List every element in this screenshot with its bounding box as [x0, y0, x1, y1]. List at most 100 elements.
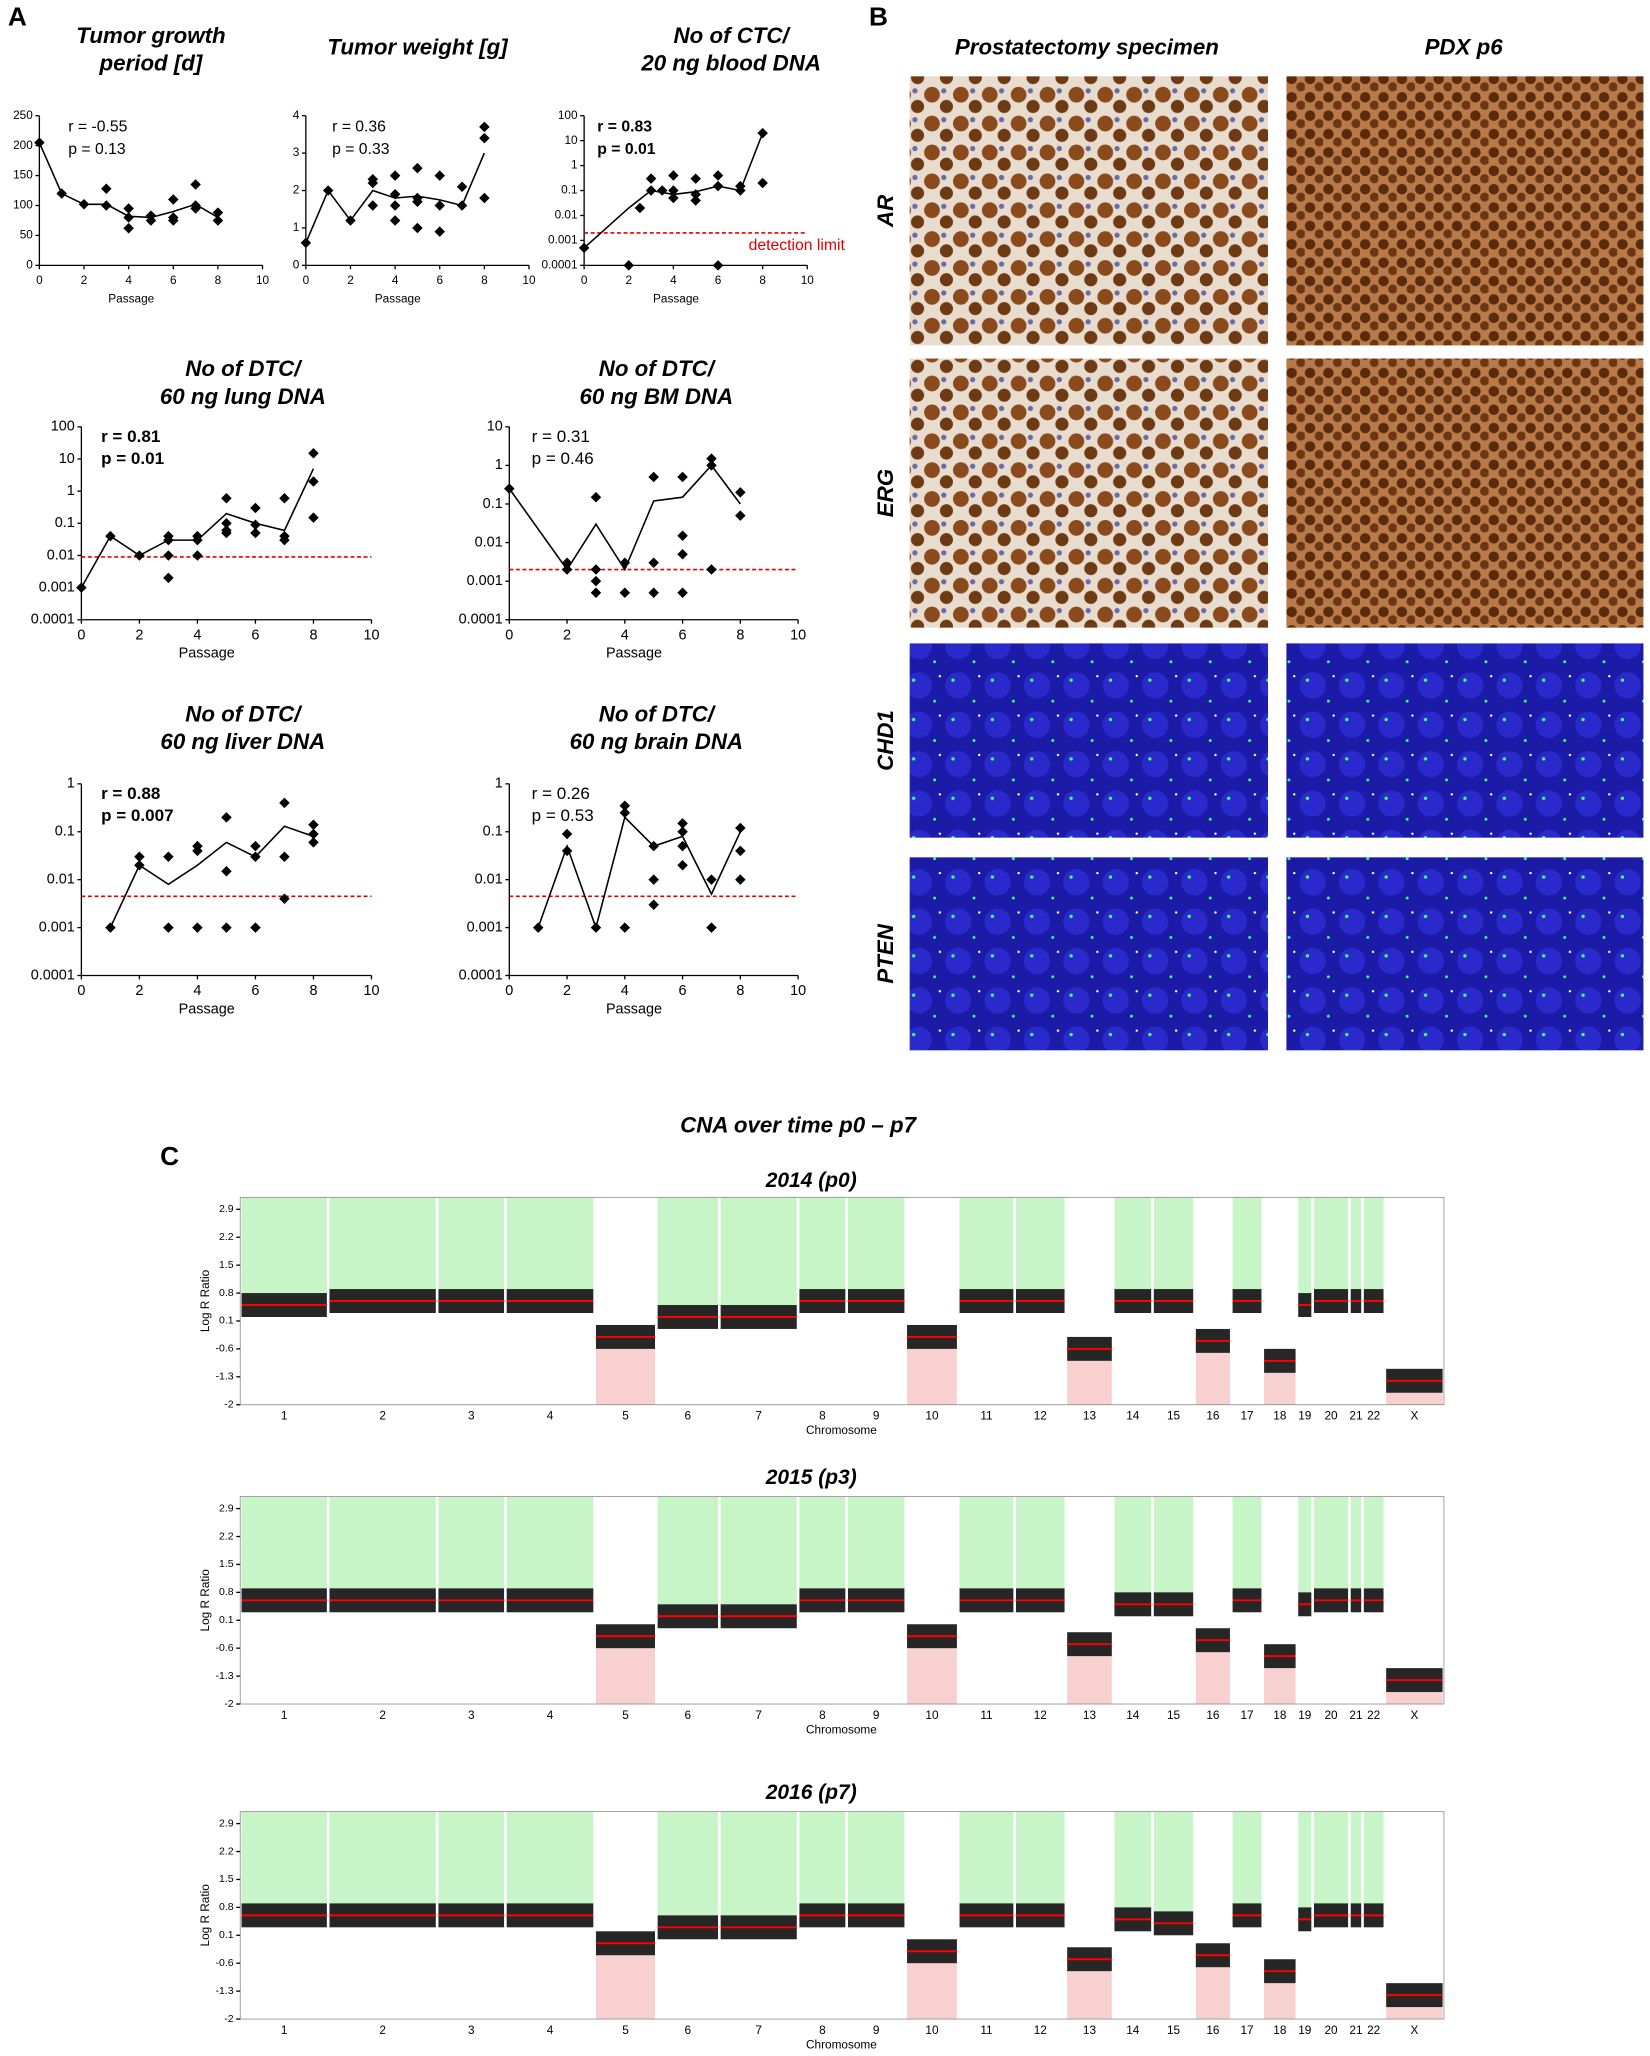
data-point [134, 859, 145, 871]
x-tick-label: 8 [309, 627, 317, 643]
gain-shading [506, 1811, 594, 1904]
gain-shading [959, 1811, 1014, 1904]
x-tick-label: 6 [715, 273, 722, 287]
gain-shading [1015, 1197, 1065, 1290]
x-tick-label: 17 [1240, 2023, 1253, 2037]
data-point [434, 226, 445, 237]
y-tick-label: 0.8 [219, 1287, 234, 1299]
y-tick-label: 0.0001 [459, 967, 503, 983]
data-point [735, 185, 746, 196]
gain-shading [329, 1197, 436, 1290]
gain-shading [438, 1496, 505, 1589]
x-tick-label: 18 [1273, 2023, 1287, 2037]
x-tick-label: 10 [790, 983, 806, 999]
y-tick-label: 0 [293, 257, 300, 271]
data-point [105, 530, 116, 542]
x-tick-label: 20 [1324, 1409, 1338, 1423]
stat-label: r = -0.55 [68, 119, 127, 136]
y-tick-label: -0.6 [216, 1957, 234, 1969]
x-tick-label: 19 [1298, 1409, 1311, 1423]
stat-label: r = 0.26 [532, 784, 590, 803]
chart-title: Tumor weight [g] [327, 35, 509, 60]
gain-shading [657, 1811, 719, 1916]
y-tick-label: 0.001 [467, 573, 503, 589]
data-point [322, 185, 334, 196]
threshold-label: detection limit [749, 237, 846, 254]
y-tick-label: 1.5 [219, 1873, 234, 1885]
x-tick-label: 5 [622, 2023, 629, 2037]
data-point [279, 893, 290, 904]
plot-frame [239, 1811, 1445, 2020]
gain-shading [799, 1496, 846, 1589]
y-tick-label: -1.3 [216, 1670, 234, 1682]
gain-shading [1313, 1197, 1349, 1290]
data-point [456, 200, 468, 211]
x-tick-label: 6 [436, 273, 443, 287]
x-tick-label: 8 [215, 273, 222, 287]
x-tick-label: 12 [1034, 1708, 1047, 1722]
loss-shading [1264, 1983, 1296, 2020]
chart-title: 60 ng BM DNA [580, 384, 734, 409]
data-point [561, 828, 573, 840]
data-point [456, 181, 468, 193]
x-tick-label: 2 [135, 983, 143, 999]
stat-label: p = 0.13 [68, 141, 126, 158]
y-tick-label: 0.1 [561, 183, 577, 197]
x-tick-label: 6 [251, 983, 259, 999]
y-tick-label: 1 [495, 457, 503, 473]
gain-shading [1350, 1496, 1362, 1589]
y-tick-label: 0.0001 [31, 612, 75, 628]
data-point [434, 200, 445, 211]
data-point [690, 195, 701, 206]
x-tick-label: 10 [790, 627, 806, 643]
loss-shading [1386, 1392, 1443, 1405]
micrograph [909, 358, 1269, 628]
stat-label: p = 0.007 [101, 806, 173, 825]
chart-title: 2014 (p0) [765, 1169, 857, 1192]
cna-title: CNA over time p0 – p7 [680, 1112, 917, 1137]
x-tick-label: X [1410, 2023, 1418, 2037]
x-tick-label: 22 [1367, 1409, 1380, 1423]
x-tick-label: X [1410, 1708, 1418, 1722]
x-tick-label: 7 [755, 2023, 762, 2037]
data-point [590, 587, 602, 599]
data-point [735, 510, 746, 521]
stat-label: r = 0.83 [597, 119, 652, 136]
data-point [34, 137, 45, 148]
data-point [668, 185, 679, 196]
data-point [250, 527, 261, 539]
data-point [101, 200, 112, 211]
x-tick-label: 0 [77, 627, 85, 643]
data-point [712, 170, 724, 181]
data-point [677, 548, 688, 560]
x-tick-label: 13 [1083, 2023, 1097, 2037]
data-point [221, 812, 232, 823]
data-point [590, 922, 602, 933]
x-tick-label: 6 [679, 983, 687, 999]
x-tick-label: 10 [363, 627, 379, 643]
gain-shading [241, 1811, 327, 1904]
x-tick-label: 14 [1126, 1409, 1140, 1423]
y-tick-label: 1 [495, 776, 503, 792]
y-tick-label: 0.1 [55, 824, 75, 840]
x-tick-label: 2 [347, 273, 354, 287]
y-tick-label: 0.01 [475, 534, 503, 550]
data-point [712, 180, 724, 192]
x-tick-label: 8 [309, 983, 317, 999]
data-point [308, 476, 319, 487]
data-point [668, 192, 679, 204]
y-tick-label: -0.6 [216, 1642, 234, 1654]
data-point [677, 471, 688, 483]
loss-shading [1386, 2007, 1443, 2020]
x-tick-label: 8 [819, 1708, 826, 1722]
data-point [389, 200, 401, 211]
y-tick-label: 1.5 [219, 1558, 234, 1570]
chart-title: No of DTC/ [599, 701, 717, 726]
y-tick-label: 0.001 [548, 233, 578, 247]
data-point [192, 534, 203, 546]
gain-shading [1114, 1496, 1152, 1593]
data-point [706, 874, 717, 885]
data-point [590, 491, 602, 503]
data-point [168, 194, 179, 205]
y-tick-label: 0.001 [467, 919, 503, 935]
